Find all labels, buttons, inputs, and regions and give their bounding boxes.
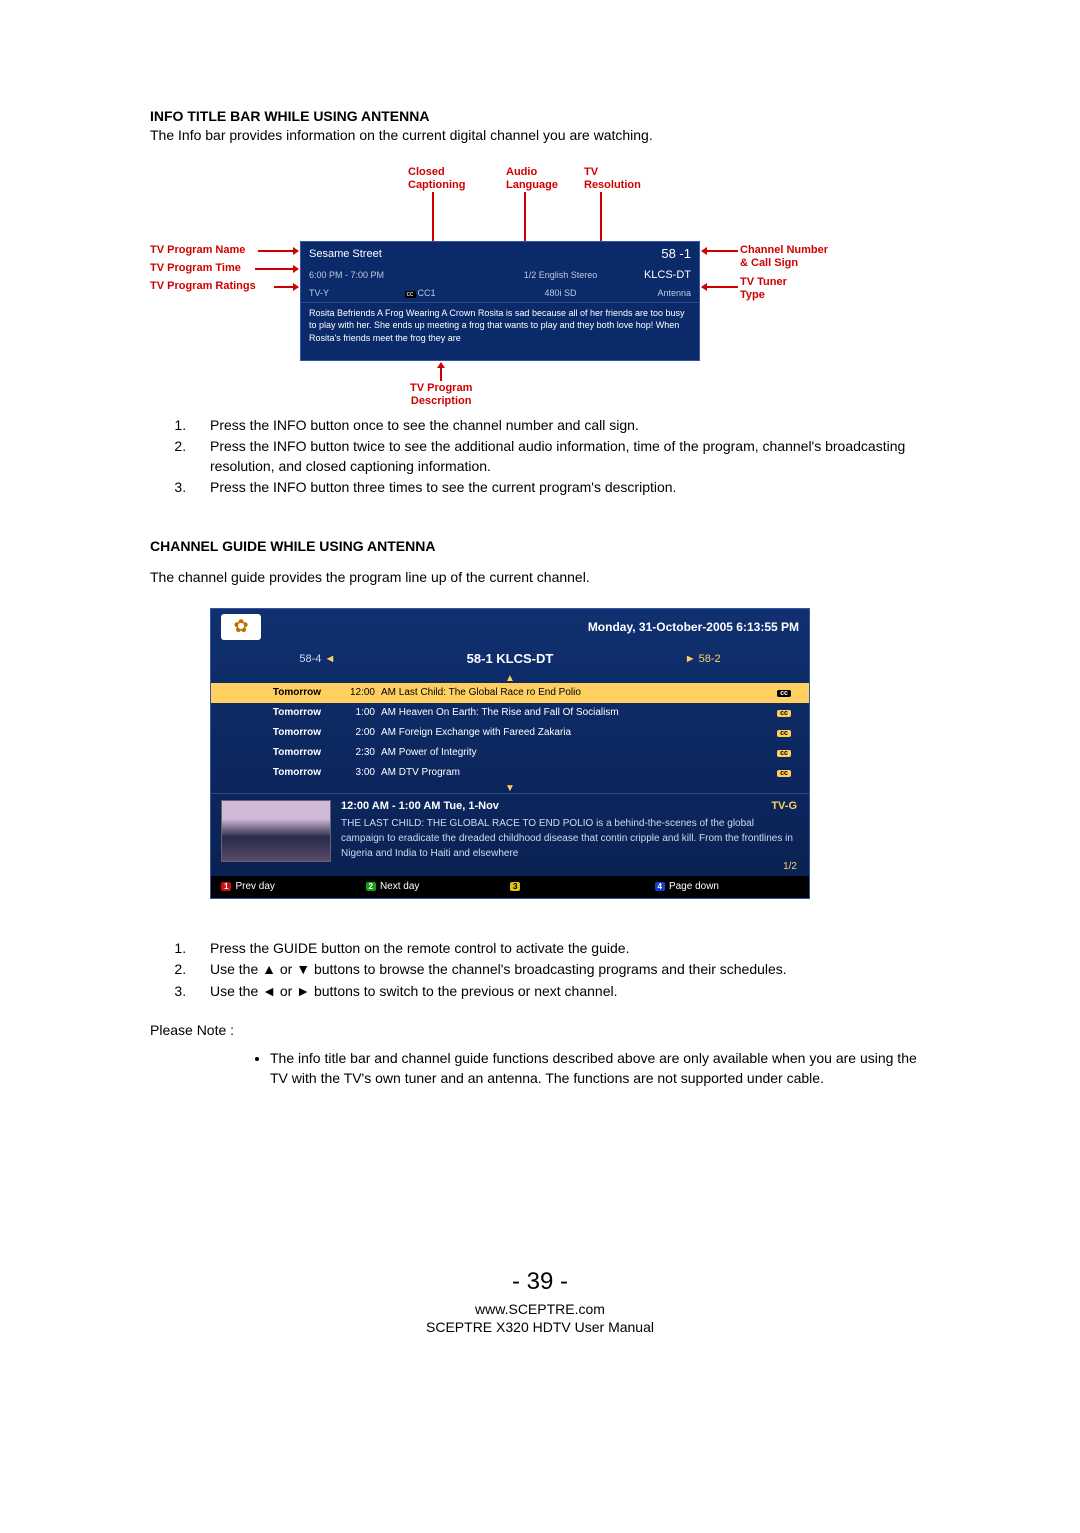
ib-callsign: KLCS-DT [621,269,691,281]
callout-cc: Closed Captioning [408,166,465,192]
step2-1: Press the GUIDE button on the remote con… [190,939,930,959]
detail-page: 1/2 [341,861,799,872]
note-list: The info title bar and channel guide fun… [270,1049,930,1088]
steps1-list: Press the INFO button once to see the ch… [190,416,930,498]
detail-desc: THE LAST CHILD: THE GLOBAL RACE TO END P… [341,816,799,861]
ib-cc: ccCC1 [405,288,501,298]
thumbnail [221,800,331,862]
note-bullet: The info title bar and channel guide fun… [270,1049,930,1088]
guide-ch-prev: 58-4 ◄ [221,653,414,665]
guide-figure: ✿ Monday, 31-October-2005 6:13:55 PM 58-… [210,608,810,899]
callout-audio: Audio Language [506,166,558,192]
step1-3: Press the INFO button three times to see… [190,478,930,498]
btn-blank: 3 [510,882,655,891]
section1-title: INFO TITLE BAR WHILE USING ANTENNA [150,108,930,124]
steps2-list: Press the GUIDE button on the remote con… [190,939,930,1002]
callout-progtime: TV Program Time [150,262,241,275]
section2-intro: The channel guide provides the program l… [150,568,930,588]
note-label: Please Note : [150,1021,930,1041]
footer: - 39 - www.SCEPTRE.com SCEPTRE X320 HDTV… [150,1268,930,1336]
step1-2: Press the INFO button twice to see the a… [190,437,930,476]
guide-detail: 12:00 AM - 1:00 AM Tue, 1-Nov TV-G THE L… [211,793,809,876]
guide-row: Tomorrow2:30AM Power of Integritycc [211,743,809,763]
step2-3: Use the ◄ or ► buttons to switch to the … [190,982,930,1002]
callout-progratings: TV Program Ratings [150,280,256,293]
callout-tuner: TV Tuner Type [740,276,787,302]
infobar-figure: Closed Captioning Audio Language TV Reso… [150,166,930,406]
footer-manual: SCEPTRE X320 HDTV User Manual [150,1318,930,1336]
callout-progdesc: TV Program Description [410,382,472,408]
callout-progname: TV Program Name [150,244,245,257]
gear-icon: ✿ [221,614,261,640]
guide-row: Tomorrow12:00AM Last Child: The Global R… [211,683,809,703]
page-number: - 39 - [150,1268,930,1296]
guide-row: Tomorrow2:00AM Foreign Exchange with Far… [211,723,809,743]
ib-channel: 58 -1 [661,246,691,261]
ib-title: Sesame Street [309,248,661,260]
guide-row: Tomorrow1:00AM Heaven On Earth: The Rise… [211,703,809,723]
guide-row: Tomorrow3:00AM DTV Programcc [211,763,809,783]
ib-audio: 1/2 English Stereo [500,270,621,280]
section2-title: CHANNEL GUIDE WHILE USING ANTENNA [150,538,930,554]
guide-ch-next: ► 58-2 [606,653,799,665]
ib-time: 6:00 PM - 7:00 PM [309,270,500,280]
callout-channum: Channel Number & Call Sign [740,244,828,270]
callout-res: TV Resolution [584,166,641,192]
guide-ch-current: 58-1 KLCS-DT [414,651,607,666]
btn-pagedown: 4Page down [655,881,800,892]
step1-1: Press the INFO button once to see the ch… [190,416,930,436]
step2-2: Use the ▲ or ▼ buttons to browse the cha… [190,960,930,980]
ib-rating: TV-Y [309,288,405,298]
btn-nextday: 2Next day [366,881,511,892]
section1-intro: The Info bar provides information on the… [150,126,930,146]
footer-url: www.SCEPTRE.com [150,1300,930,1318]
detail-rating: TV-G [771,800,797,812]
infobar: Sesame Street 58 -1 6:00 PM - 7:00 PM 1/… [300,241,700,361]
btn-prevday: 1Prev day [221,881,366,892]
ib-tuner: Antenna [621,288,691,298]
guide-datetime: Monday, 31-October-2005 6:13:55 PM [261,620,799,634]
detail-time: 12:00 AM - 1:00 AM Tue, 1-Nov [341,800,499,812]
ib-description: Rosita Befriends A Frog Wearing A Crown … [301,302,699,362]
ib-resolution: 480i SD [500,288,621,298]
